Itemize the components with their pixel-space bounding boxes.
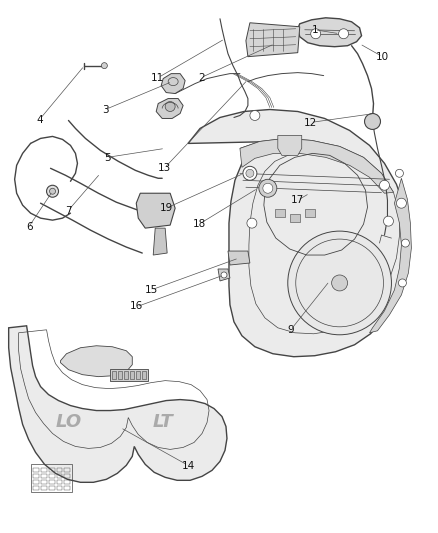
Polygon shape	[228, 251, 250, 265]
Circle shape	[332, 275, 348, 291]
Text: 6: 6	[26, 222, 32, 232]
Circle shape	[401, 239, 410, 247]
Circle shape	[396, 169, 403, 177]
Polygon shape	[278, 135, 302, 155]
Text: 12: 12	[304, 118, 317, 128]
Polygon shape	[118, 370, 122, 378]
Text: 10: 10	[376, 52, 389, 62]
Circle shape	[339, 29, 349, 39]
Text: 3: 3	[102, 105, 109, 115]
Text: 5: 5	[104, 152, 111, 163]
Circle shape	[288, 231, 392, 335]
Text: 9: 9	[288, 325, 294, 335]
Polygon shape	[124, 370, 128, 378]
Polygon shape	[136, 370, 140, 378]
Polygon shape	[156, 99, 183, 118]
Polygon shape	[153, 228, 167, 255]
Polygon shape	[142, 370, 146, 378]
Text: 2: 2	[198, 73, 205, 83]
Polygon shape	[218, 269, 230, 281]
Polygon shape	[130, 370, 134, 378]
Polygon shape	[246, 23, 300, 56]
Polygon shape	[305, 209, 314, 217]
Polygon shape	[9, 326, 227, 482]
Text: LO: LO	[56, 414, 81, 432]
Circle shape	[165, 101, 175, 111]
Text: 14: 14	[182, 461, 195, 471]
Text: 13: 13	[158, 163, 171, 173]
Text: 16: 16	[129, 301, 143, 311]
Polygon shape	[240, 139, 393, 193]
Circle shape	[250, 110, 260, 120]
Text: 7: 7	[65, 206, 72, 216]
Text: 19: 19	[160, 203, 173, 213]
Circle shape	[263, 183, 273, 193]
Polygon shape	[110, 369, 148, 381]
Polygon shape	[60, 346, 132, 377]
Polygon shape	[188, 109, 408, 357]
Circle shape	[311, 29, 321, 39]
Text: 11: 11	[151, 73, 165, 83]
Text: LT: LT	[152, 414, 173, 432]
Circle shape	[247, 218, 257, 228]
Circle shape	[384, 216, 393, 226]
Text: 1: 1	[312, 25, 318, 35]
Circle shape	[399, 279, 406, 287]
Circle shape	[243, 166, 257, 180]
Polygon shape	[136, 193, 175, 228]
Polygon shape	[298, 18, 361, 47]
Circle shape	[221, 272, 227, 278]
Circle shape	[46, 185, 59, 197]
Circle shape	[396, 198, 406, 208]
Circle shape	[49, 188, 56, 194]
Polygon shape	[112, 370, 117, 378]
Polygon shape	[275, 209, 285, 217]
Polygon shape	[290, 214, 300, 222]
Circle shape	[246, 169, 254, 177]
Circle shape	[259, 179, 277, 197]
Text: 4: 4	[37, 115, 43, 125]
Polygon shape	[161, 74, 185, 94]
Circle shape	[379, 180, 389, 190]
Text: 17: 17	[291, 195, 304, 205]
Text: 15: 15	[145, 285, 158, 295]
Text: 18: 18	[193, 219, 206, 229]
Circle shape	[364, 114, 381, 130]
Circle shape	[101, 63, 107, 69]
Polygon shape	[370, 178, 411, 333]
